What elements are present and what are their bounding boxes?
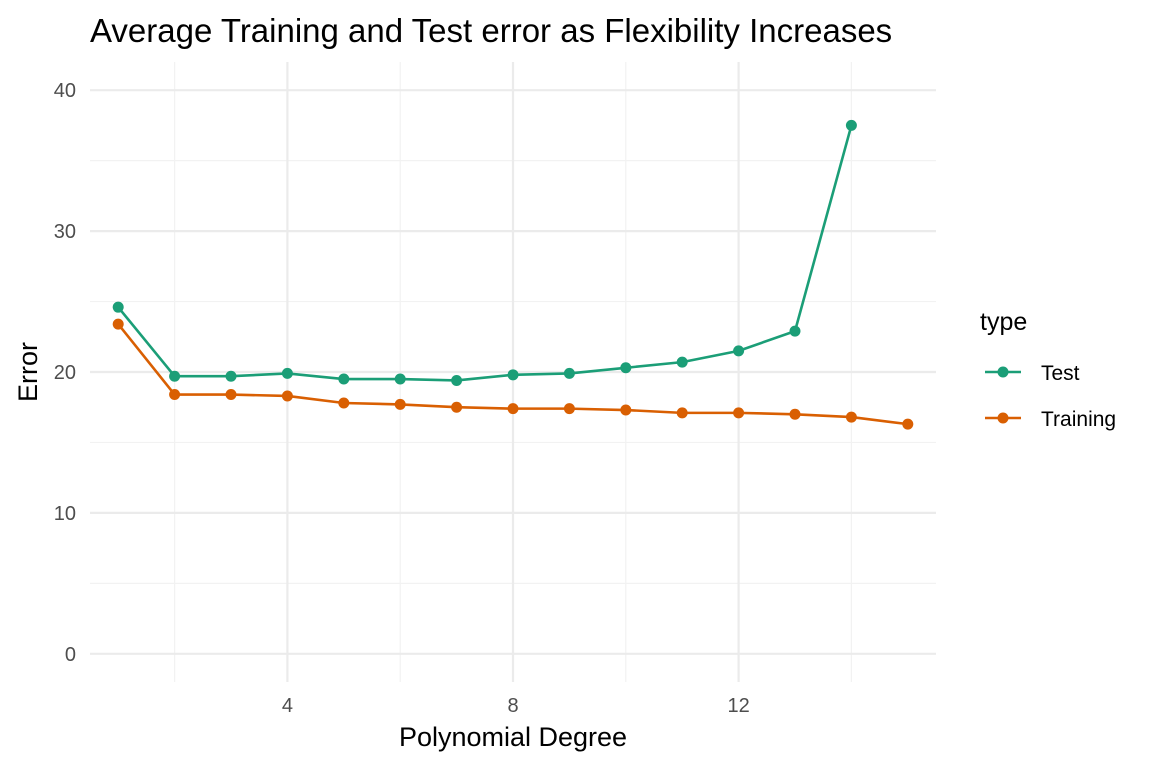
training-data-point	[563, 403, 575, 415]
test-series-line	[117, 125, 853, 382]
training-data-point	[507, 403, 519, 415]
test-data-point	[845, 119, 857, 131]
test-data-point	[281, 367, 293, 379]
legend-title: type	[980, 308, 1027, 336]
y-tick-label: 40	[54, 80, 76, 102]
series-points	[112, 119, 914, 430]
legend-label-test: Test	[1041, 362, 1080, 385]
training-data-point	[733, 407, 745, 419]
training-data-point	[112, 318, 124, 330]
test-data-point	[394, 373, 406, 385]
training-data-point	[169, 389, 181, 401]
test-data-point	[676, 356, 688, 368]
chart-title: Average Training and Test error as Flexi…	[90, 12, 892, 49]
training-data-point	[338, 397, 350, 409]
legend-key-point-training	[997, 412, 1009, 424]
y-tick-label: 20	[54, 362, 76, 384]
test-data-point	[620, 362, 632, 374]
test-data-point	[338, 373, 350, 385]
test-data-point	[451, 374, 463, 386]
training-data-point	[394, 398, 406, 410]
training-data-point	[225, 389, 237, 401]
test-data-point	[169, 370, 181, 382]
test-data-point	[225, 370, 237, 382]
test-data-point	[507, 369, 519, 381]
test-data-point	[563, 367, 575, 379]
y-tick-label: 0	[65, 644, 76, 666]
training-data-point	[676, 407, 688, 419]
legend: type Test Training	[980, 308, 1116, 431]
y-tick-labels: 0 10 20 30 40	[54, 80, 76, 666]
legend-key-point-test	[997, 366, 1009, 378]
training-data-point	[281, 390, 293, 402]
x-tick-label: 4	[282, 695, 293, 717]
training-data-point	[620, 404, 632, 416]
x-tick-label: 12	[727, 695, 749, 717]
y-tick-label: 10	[54, 503, 76, 525]
y-axis-title: Error	[13, 342, 43, 402]
test-data-point	[789, 325, 801, 337]
test-data-point	[112, 301, 124, 313]
training-data-point	[902, 418, 914, 430]
training-data-point	[451, 401, 463, 413]
test-data-point	[733, 345, 745, 357]
training-data-point	[845, 411, 857, 423]
y-tick-label: 30	[54, 221, 76, 243]
x-tick-labels: 4 8 12	[282, 695, 750, 717]
legend-label-training: Training	[1041, 408, 1116, 431]
x-axis-title: Polynomial Degree	[399, 722, 627, 752]
x-tick-label: 8	[507, 695, 518, 717]
training-data-point	[789, 408, 801, 420]
